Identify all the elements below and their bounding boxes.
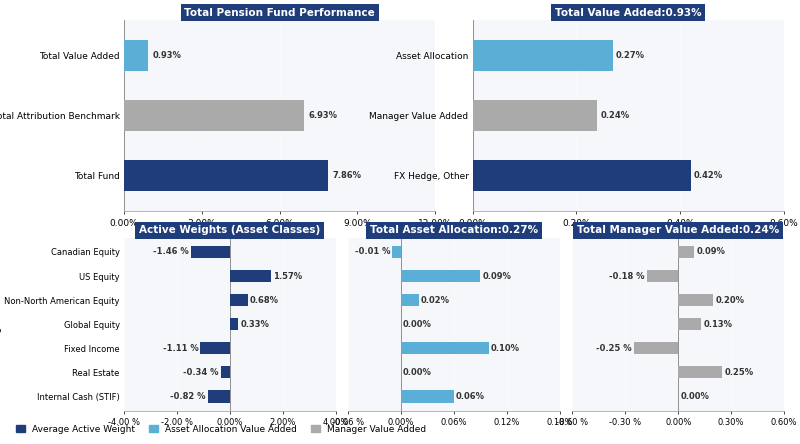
- Bar: [678, 246, 694, 258]
- Bar: [201, 342, 230, 354]
- Text: 0.68%: 0.68%: [250, 296, 279, 305]
- Text: 0.27%: 0.27%: [616, 51, 645, 60]
- Text: 0.09%: 0.09%: [482, 272, 511, 281]
- Y-axis label: Weight (%): Weight (%): [0, 299, 2, 349]
- Legend: Average Active Weight, Asset Allocation Value Added, Manager Value Added: Average Active Weight, Asset Allocation …: [13, 421, 430, 437]
- Bar: [221, 366, 230, 378]
- Bar: [634, 342, 678, 354]
- Bar: [208, 390, 230, 403]
- Text: 0.10%: 0.10%: [491, 344, 520, 353]
- Bar: [124, 100, 304, 131]
- Bar: [473, 159, 690, 190]
- Bar: [646, 270, 678, 282]
- Bar: [401, 342, 490, 354]
- Bar: [678, 294, 714, 306]
- Text: 0.06%: 0.06%: [456, 392, 485, 401]
- Bar: [678, 318, 701, 330]
- Text: 0.42%: 0.42%: [694, 170, 723, 180]
- Text: 7.86%: 7.86%: [333, 170, 362, 180]
- Bar: [230, 318, 238, 330]
- Text: 0.25%: 0.25%: [725, 368, 754, 377]
- Bar: [230, 270, 271, 282]
- Title: Total Asset Allocation:0.27%: Total Asset Allocation:0.27%: [370, 226, 538, 235]
- Text: 0.00%: 0.00%: [403, 320, 432, 329]
- Text: 6.93%: 6.93%: [309, 111, 338, 120]
- Bar: [473, 40, 613, 71]
- Text: 0.02%: 0.02%: [421, 296, 450, 305]
- Text: 0.13%: 0.13%: [703, 320, 732, 329]
- Title: Total Pension Fund Performance: Total Pension Fund Performance: [184, 8, 375, 18]
- Bar: [124, 159, 328, 190]
- Text: 0.33%: 0.33%: [241, 320, 270, 329]
- Text: 0.00%: 0.00%: [403, 368, 432, 377]
- Text: -0.82 %: -0.82 %: [170, 392, 206, 401]
- Bar: [473, 100, 598, 131]
- Text: -0.34 %: -0.34 %: [183, 368, 218, 377]
- Bar: [401, 390, 454, 403]
- Bar: [392, 246, 401, 258]
- Text: 0.00%: 0.00%: [680, 392, 710, 401]
- Title: Total Value Added:0.93%: Total Value Added:0.93%: [555, 8, 702, 18]
- Text: 0.09%: 0.09%: [696, 247, 725, 257]
- Title: Total Manager Value Added:0.24%: Total Manager Value Added:0.24%: [577, 226, 779, 235]
- Bar: [678, 366, 722, 378]
- Text: -0.01 %: -0.01 %: [355, 247, 390, 257]
- Title: Active Weights (Asset Classes): Active Weights (Asset Classes): [139, 226, 320, 235]
- Text: 0.24%: 0.24%: [600, 111, 630, 120]
- Text: -1.46 %: -1.46 %: [154, 247, 189, 257]
- Bar: [230, 294, 248, 306]
- Text: 1.57%: 1.57%: [274, 272, 302, 281]
- Bar: [401, 294, 418, 306]
- Bar: [124, 40, 148, 71]
- Text: -0.18 %: -0.18 %: [609, 272, 644, 281]
- Bar: [191, 246, 230, 258]
- Text: 0.93%: 0.93%: [153, 51, 182, 60]
- Bar: [401, 270, 481, 282]
- Text: -0.25 %: -0.25 %: [597, 344, 632, 353]
- Text: 0.20%: 0.20%: [716, 296, 745, 305]
- Text: -1.11 %: -1.11 %: [162, 344, 198, 353]
